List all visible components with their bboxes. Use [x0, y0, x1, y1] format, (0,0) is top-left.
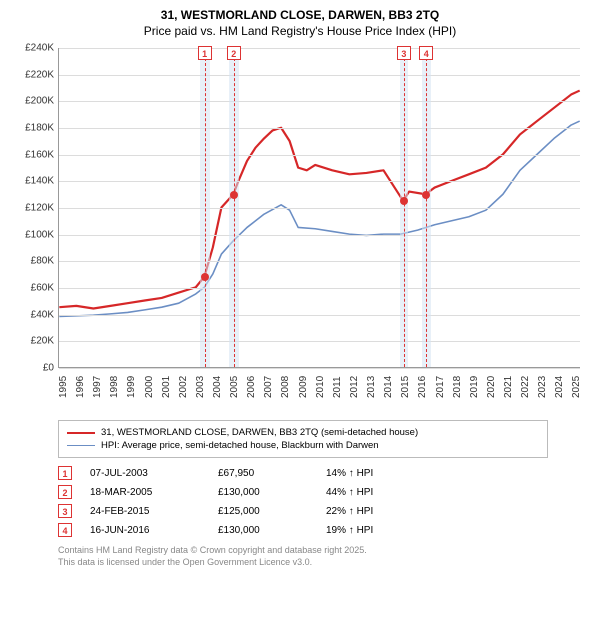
legend-label: 31, WESTMORLAND CLOSE, DARWEN, BB3 2TQ (…: [101, 427, 418, 438]
y-tick-label: £20K: [10, 336, 54, 347]
x-tick-label: 2004: [212, 376, 223, 398]
y-tick-label: £220K: [10, 69, 54, 80]
trade-price: £125,000: [218, 506, 308, 517]
licence-footer: Contains HM Land Registry data © Crown c…: [58, 545, 590, 568]
y-tick-label: £240K: [10, 43, 54, 54]
trade-price: £130,000: [218, 487, 308, 498]
y-tick-label: £100K: [10, 229, 54, 240]
sale-dot-2: [230, 191, 238, 199]
y-tick-label: £140K: [10, 176, 54, 187]
x-tick-label: 2009: [298, 376, 309, 398]
y-tick-label: £160K: [10, 149, 54, 160]
x-tick-label: 2002: [178, 376, 189, 398]
x-tick-label: 2018: [452, 376, 463, 398]
trade-date: 07-JUL-2003: [90, 468, 200, 479]
sale-vline: [234, 48, 235, 367]
x-tick-label: 1999: [126, 376, 137, 398]
x-tick-label: 1997: [92, 376, 103, 398]
x-tick-label: 2010: [315, 376, 326, 398]
transactions-table: 1 07-JUL-2003 £67,950 14% ↑ HPI 2 18-MAR-2005…: [58, 466, 548, 537]
figure-container: 31, WESTMORLAND CLOSE, DARWEN, BB3 2TQ P…: [0, 0, 600, 576]
series-price_paid: [59, 91, 579, 309]
x-tick-label: 2007: [263, 376, 274, 398]
trade-row-3: 3 24-FEB-2015 £125,000 22% ↑ HPI: [58, 504, 548, 518]
trade-marker-box: 2: [58, 485, 72, 499]
trade-delta: 14% ↑ HPI: [326, 468, 436, 479]
x-tick-label: 2021: [503, 376, 514, 398]
x-tick-label: 1996: [75, 376, 86, 398]
y-tick-label: £60K: [10, 283, 54, 294]
x-tick-label: 2005: [229, 376, 240, 398]
trade-marker-box: 3: [58, 504, 72, 518]
x-tick-label: 2022: [520, 376, 531, 398]
trade-row-4: 4 16-JUN-2016 £130,000 19% ↑ HPI: [58, 523, 548, 537]
x-tick-label: 2025: [571, 376, 582, 398]
legend-row-price_paid: 31, WESTMORLAND CLOSE, DARWEN, BB3 2TQ (…: [67, 427, 539, 438]
x-tick-label: 2013: [366, 376, 377, 398]
footer-line1: Contains HM Land Registry data © Crown c…: [58, 545, 590, 557]
trade-date: 18-MAR-2005: [90, 487, 200, 498]
y-tick-label: £80K: [10, 256, 54, 267]
trade-date: 16-JUN-2016: [90, 525, 200, 536]
x-tick-label: 2003: [195, 376, 206, 398]
y-tick-label: £0: [10, 363, 54, 374]
sale-vline: [426, 48, 427, 367]
y-tick-label: £40K: [10, 309, 54, 320]
sale-dot-4: [422, 191, 430, 199]
x-tick-label: 2006: [246, 376, 257, 398]
y-tick-label: £200K: [10, 96, 54, 107]
x-tick-label: 2023: [537, 376, 548, 398]
legend-label: HPI: Average price, semi-detached house,…: [101, 440, 379, 451]
sale-marker-1: 1: [198, 46, 212, 60]
sale-marker-3: 3: [397, 46, 411, 60]
trade-marker-box: 1: [58, 466, 72, 480]
x-tick-label: 2020: [486, 376, 497, 398]
x-tick-label: 2011: [332, 376, 343, 398]
x-tick-label: 2001: [161, 376, 172, 398]
chart-wrap: £0 £20K £40K £60K £80K £100K £120K £140K £160K £1…: [10, 44, 590, 414]
chart-title: 31, WESTMORLAND CLOSE, DARWEN, BB3 2TQ: [10, 8, 590, 22]
x-tick-label: 1995: [58, 376, 69, 398]
x-tick-label: 2014: [383, 376, 394, 398]
sale-dot-3: [400, 197, 408, 205]
x-tick-label: 2015: [400, 376, 411, 398]
sale-vline: [205, 48, 206, 367]
sale-marker-2: 2: [227, 46, 241, 60]
trade-delta: 44% ↑ HPI: [326, 487, 436, 498]
trade-price: £130,000: [218, 525, 308, 536]
x-tick-label: 2012: [349, 376, 360, 398]
trade-delta: 22% ↑ HPI: [326, 506, 436, 517]
x-tick-label: 2017: [435, 376, 446, 398]
trade-marker-box: 4: [58, 523, 72, 537]
x-tick-label: 2019: [469, 376, 480, 398]
x-tick-label: 2024: [554, 376, 565, 398]
legend-swatch: [67, 445, 95, 446]
x-tick-label: 1998: [109, 376, 120, 398]
x-tick-label: 2000: [144, 376, 155, 398]
sale-dot-1: [201, 273, 209, 281]
x-tick-label: 2008: [280, 376, 291, 398]
y-tick-label: £120K: [10, 203, 54, 214]
y-tick-label: £180K: [10, 123, 54, 134]
trade-price: £67,950: [218, 468, 308, 479]
plot-area: 1 2 34: [58, 48, 580, 368]
x-tick-label: 2016: [417, 376, 428, 398]
trade-date: 24-FEB-2015: [90, 506, 200, 517]
sale-marker-4: 4: [419, 46, 433, 60]
legend: 31, WESTMORLAND CLOSE, DARWEN, BB3 2TQ (…: [58, 420, 548, 458]
sale-vline: [404, 48, 405, 367]
chart-subtitle: Price paid vs. HM Land Registry's House …: [10, 24, 590, 38]
trade-row-1: 1 07-JUL-2003 £67,950 14% ↑ HPI: [58, 466, 548, 480]
legend-swatch: [67, 432, 95, 434]
trade-row-2: 2 18-MAR-2005 £130,000 44% ↑ HPI: [58, 485, 548, 499]
footer-line2: This data is licensed under the Open Gov…: [58, 557, 590, 569]
trade-delta: 19% ↑ HPI: [326, 525, 436, 536]
legend-row-hpi: HPI: Average price, semi-detached house,…: [67, 440, 539, 451]
